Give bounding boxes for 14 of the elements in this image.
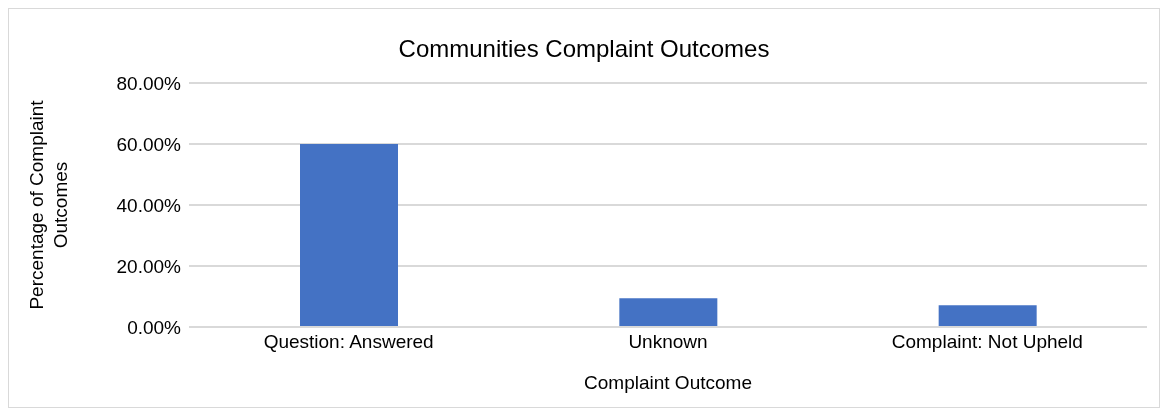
bar xyxy=(300,144,398,327)
x-tick-label: Question: Answered xyxy=(263,331,434,353)
y-tick-label: 80.00% xyxy=(116,72,182,94)
x-axis-title: Complaint Outcome xyxy=(584,372,752,393)
bar xyxy=(938,305,1037,327)
x-tick-label: Complaint: Not Upheld xyxy=(891,331,1083,353)
y-tick-label: 40.00% xyxy=(116,194,182,216)
x-tick-label: Unknown xyxy=(628,331,708,353)
y-tick-label: 0.00% xyxy=(127,316,182,338)
y-tick-label: 60.00% xyxy=(116,133,182,155)
chart-title: Communities Complaint Outcomes xyxy=(397,34,771,64)
y-tick-label: 20.00% xyxy=(116,255,182,277)
bar xyxy=(619,298,718,327)
y-axis-title: Percentage of Complaint Outcomes xyxy=(26,99,71,310)
